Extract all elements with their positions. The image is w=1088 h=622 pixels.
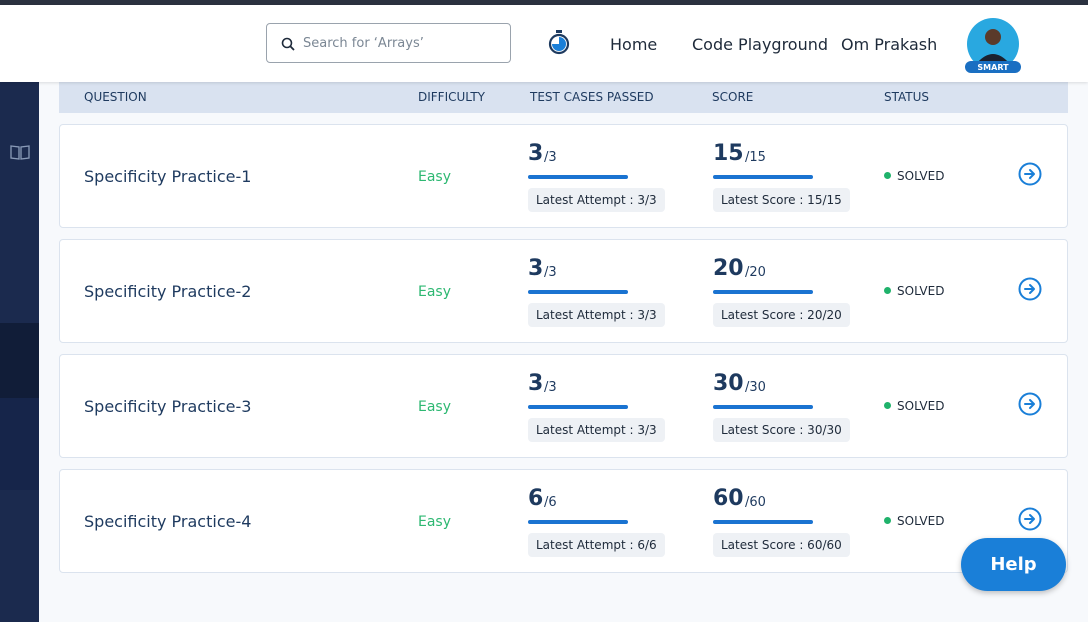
value-total: /60 [745,495,766,510]
value-total: /20 [745,265,766,280]
status: SOLVED [897,169,945,183]
open-arrow[interactable] [1018,162,1042,186]
question-title[interactable]: Specificity Practice-2 [84,282,252,301]
attempt-chip: Latest Attempt : 3/3 [528,188,665,212]
sidebar-item[interactable] [0,398,39,490]
value-total: /6 [544,495,557,510]
progress-bar [528,405,628,409]
difficulty: Easy [418,514,452,530]
attempt-chip: Latest Score : 20/20 [713,303,850,327]
progress-bar [713,290,813,294]
open-arrow[interactable] [1018,392,1042,416]
header: Search for ‘Arrays’ Home Code Playground… [0,5,1088,82]
value-total: /30 [745,380,766,395]
difficulty: Easy [418,284,452,300]
value-main: 6 [528,486,544,511]
value-main: 30 [713,371,744,396]
attempt-chip: Latest Score : 30/30 [713,418,850,442]
progress-bar [528,290,628,294]
sidebar-active[interactable] [0,323,39,398]
arrow-icon [1018,277,1042,301]
progress-bar [528,520,628,524]
arrow-icon [1018,392,1042,416]
progress-bar [713,175,813,179]
arrow-icon [1018,162,1042,186]
value-total: /15 [745,150,766,165]
progress-bar [528,175,628,179]
attempt-chip: Latest Score : 60/60 [713,533,850,557]
table-header [59,82,1068,113]
search-input[interactable]: Search for ‘Arrays’ [266,23,511,63]
difficulty: Easy [418,169,452,185]
value-main: 3 [528,256,544,281]
progress-bar [713,520,813,524]
attempt-chip: Latest Score : 15/15 [713,188,850,212]
question-title[interactable]: Specificity Practice-4 [84,512,252,531]
nav-home[interactable]: Home [610,35,658,54]
user-name[interactable]: Om Prakash [841,35,938,54]
status-dot [884,287,891,294]
column-header: QUESTION [84,90,147,104]
value-main: 3 [528,141,544,166]
question-title[interactable]: Specificity Practice-1 [84,167,252,186]
column-header: DIFFICULTY [418,90,485,104]
status: SOLVED [897,514,945,528]
search-icon [281,37,295,51]
value-total: /3 [544,380,557,395]
value-main: 3 [528,371,544,396]
avatar-badge: SMART [977,63,1009,72]
help-button[interactable]: Help [961,538,1066,591]
column-header: TEST CASES PASSED [530,90,654,104]
status-dot [884,172,891,179]
value-main: 20 [713,256,744,281]
attempt-chip: Latest Attempt : 3/3 [528,418,665,442]
sidebar [0,82,39,622]
progress-bar [713,405,813,409]
value-main: 60 [713,486,744,511]
open-arrow[interactable] [1018,277,1042,301]
open-arrow[interactable] [1018,507,1042,531]
column-header: SCORE [712,90,754,104]
value-main: 15 [713,141,744,166]
question-title[interactable]: Specificity Practice-3 [84,397,252,416]
difficulty: Easy [418,399,452,415]
status-dot [884,402,891,409]
book-icon[interactable] [10,144,30,160]
attempt-chip: Latest Attempt : 6/6 [528,533,665,557]
top-strip [0,0,1088,5]
value-total: /3 [544,265,557,280]
value-total: /3 [544,150,557,165]
attempt-chip: Latest Attempt : 3/3 [528,303,665,327]
status-dot [884,517,891,524]
arrow-icon [1018,507,1042,531]
timer-icon[interactable] [547,29,571,55]
avatar[interactable]: SMART [960,17,1026,77]
status: SOLVED [897,399,945,413]
status: SOLVED [897,284,945,298]
column-header: STATUS [884,90,930,104]
nav-playground[interactable]: Code Playground [692,35,829,54]
